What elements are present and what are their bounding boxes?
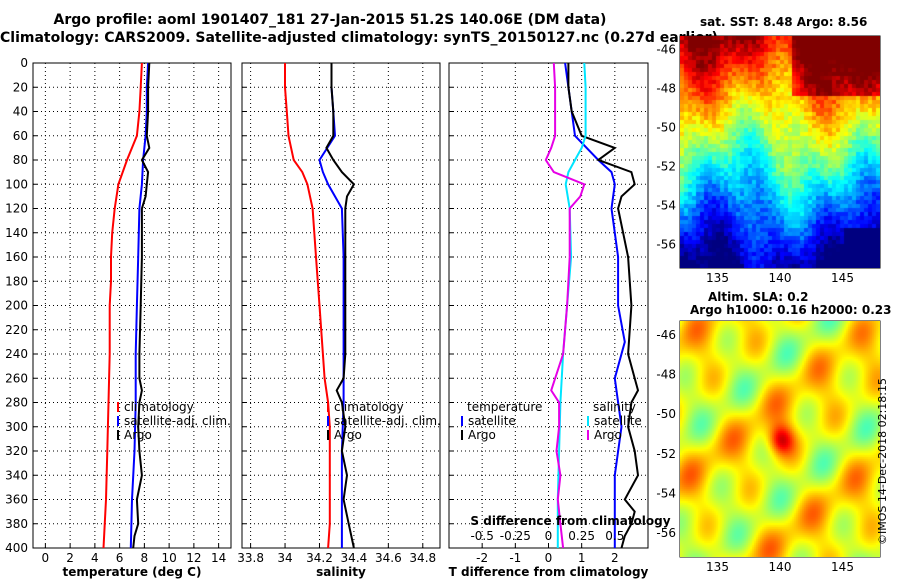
y-tick-label: 360	[5, 493, 28, 507]
map-y-tick-label: -52	[656, 160, 676, 174]
map-x-tick-label: 145	[831, 271, 854, 285]
y-tick-label: 300	[5, 420, 28, 434]
y-tick-label: 180	[5, 274, 28, 288]
sla-heatmap	[680, 321, 880, 557]
x-tick-label: 8	[141, 551, 149, 565]
y-tick-label: 400	[5, 541, 28, 555]
legend-label: Argo	[334, 428, 362, 442]
map-y-tick-label: -46	[656, 43, 676, 57]
legend-title: temperature	[467, 400, 542, 414]
y-tick-label: 100	[5, 177, 28, 191]
x-axis-label: temperature (deg C)	[63, 565, 202, 579]
y-tick-label: 200	[5, 299, 28, 313]
y-tick-label: 240	[5, 347, 28, 361]
legend-label: satellite-adj. clim.	[334, 414, 441, 428]
x-tick-label: -1	[509, 551, 521, 565]
legend-label: climatology	[124, 400, 194, 414]
map-y-tick-label: -48	[656, 82, 676, 96]
x-tick-label: 34.2	[306, 551, 333, 565]
legend-label: Argo	[468, 428, 496, 442]
map-y-tick-label: -50	[656, 121, 676, 135]
series-line-s-argo	[544, 62, 586, 549]
x-axis-label: T difference from climatology	[449, 565, 649, 579]
legend-label: satellite	[468, 414, 516, 428]
series-line-t-argo	[567, 63, 640, 549]
sla-map-title: Altim. SLA: 0.2	[708, 290, 809, 304]
plot-title-line-2: Climatology: CARS2009. Satellite-adjuste…	[0, 30, 718, 46]
map-y-tick-label: -54	[656, 199, 676, 213]
credit-label: ©IMOS 14-Dec-2018 02:18:15	[876, 378, 889, 545]
x-tick-label: 10	[161, 551, 176, 565]
series-line-satellite-adj-clim-	[129, 62, 150, 549]
legend-label: Argo	[124, 428, 152, 442]
y-tick-label: 160	[5, 250, 28, 264]
x-tick-label: 6	[116, 551, 124, 565]
y-tick-label: 0	[20, 56, 28, 70]
legend-title: salinity	[593, 400, 636, 414]
series-line-argo	[132, 62, 151, 549]
x-tick-label: 1	[578, 551, 586, 565]
x2-tick-label: -0.5	[470, 529, 493, 543]
y-tick-label: 260	[5, 371, 28, 385]
sst-map-title: sat. SST: 8.48 Argo: 8.56	[700, 15, 868, 29]
x-tick-label: 34.8	[409, 551, 436, 565]
map-y-tick-label: -46	[656, 328, 676, 342]
x-tick-label: 14	[211, 551, 226, 565]
y-tick-label: 280	[5, 396, 28, 410]
y-tick-label: 120	[5, 202, 28, 216]
map-y-tick-label: -48	[656, 368, 676, 382]
map-x-tick-label: 140	[769, 560, 792, 574]
x2-tick-label: 0.25	[568, 529, 595, 543]
x-tick-label: 4	[91, 551, 99, 565]
map-y-tick-label: -56	[656, 526, 676, 540]
sla-map-subtitle: Argo h1000: 0.16 h2000: 0.23	[690, 303, 892, 317]
x-tick-label: 34	[277, 551, 292, 565]
legend-label: Argo	[594, 428, 622, 442]
legend-label: satellite	[594, 414, 642, 428]
y-tick-label: 20	[13, 80, 28, 94]
y-tick-label: 80	[13, 153, 28, 167]
x2-tick-label: 0.5	[605, 529, 624, 543]
series-line-satellite-adj-clim-	[318, 63, 345, 548]
x-axis-label: salinity	[316, 565, 366, 579]
panel-frame	[32, 62, 232, 549]
x-tick-label: 0	[545, 551, 553, 565]
y-tick-label: 220	[5, 323, 28, 337]
x-tick-label: 0	[42, 551, 50, 565]
y-tick-label: 340	[5, 468, 28, 482]
x-tick-label: 2	[611, 551, 619, 565]
x-tick-label: 33.8	[237, 551, 264, 565]
series-line-t-satellite	[564, 62, 626, 548]
map-y-tick-label: -56	[656, 238, 676, 252]
y-tick-label: 320	[5, 444, 28, 458]
sst-heatmap	[680, 36, 880, 268]
series-line-climatology	[284, 63, 331, 549]
map-y-tick-label: -50	[656, 407, 676, 421]
map-x-tick-label: 145	[831, 560, 854, 574]
x-tick-label: 2	[66, 551, 74, 565]
legend-label: climatology	[334, 400, 404, 414]
series-line-climatology	[102, 62, 143, 549]
map-x-tick-label: 140	[769, 271, 792, 285]
panel-frame	[448, 62, 649, 549]
map-y-tick-label: -54	[656, 487, 676, 501]
x2-tick-label: -0.25	[500, 529, 531, 543]
plot-title-line-1: Argo profile: aoml 1901407_181 27-Jan-20…	[53, 12, 607, 28]
map-y-tick-label: -52	[656, 447, 676, 461]
map-x-tick-label: 135	[706, 560, 729, 574]
y-tick-label: 380	[5, 517, 28, 531]
x-tick-label: 34.4	[341, 551, 368, 565]
x-tick-label: -2	[476, 551, 488, 565]
y-tick-label: 40	[13, 105, 28, 119]
series-line-argo	[325, 63, 356, 549]
x-tick-label: 34.6	[375, 551, 402, 565]
y-tick-label: 140	[5, 226, 28, 240]
x2-axis-label: S difference from climatology	[470, 514, 670, 528]
x-tick-label: 12	[186, 551, 201, 565]
legend-label: satellite-adj. clim.	[124, 414, 231, 428]
y-tick-label: 60	[13, 129, 28, 143]
x2-tick-label: 0	[545, 529, 553, 543]
map-x-tick-label: 135	[706, 271, 729, 285]
